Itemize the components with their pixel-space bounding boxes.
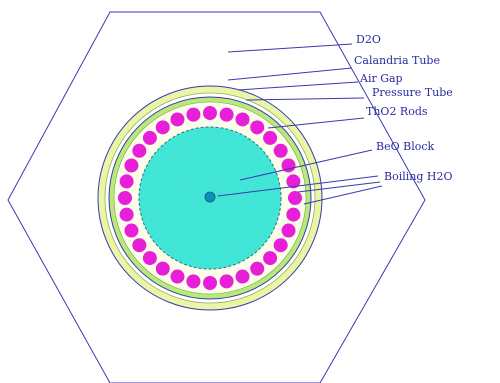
tho2-rod: [119, 207, 134, 222]
tho2-rod: [219, 107, 234, 122]
tho2-rod: [170, 112, 185, 127]
label-d2o: D2O: [356, 33, 381, 46]
tho2-rod: [132, 143, 147, 158]
tho2-rod: [273, 238, 288, 253]
leader-pressure-tube: [245, 97, 365, 101]
tho2-rod: [273, 143, 288, 158]
tho2-rod: [235, 112, 250, 127]
tho2-rod: [142, 130, 157, 145]
label-calandria-tube: Calandria Tube: [354, 54, 440, 67]
leader-beo-block: [239, 149, 373, 181]
tho2-rod: [263, 130, 278, 145]
tho2-rod: [124, 158, 139, 173]
tho2-rod: [170, 269, 185, 284]
leader-d2o: [227, 43, 353, 53]
tho2-rods-group: [118, 106, 302, 290]
label-pressure-tube: Pressure Tube: [372, 86, 453, 99]
tho2-rod: [155, 120, 170, 135]
tho2-rod: [186, 274, 201, 289]
tho2-rod: [142, 251, 157, 266]
leader-boiling-h2o-2: [297, 181, 381, 193]
tho2-rod: [235, 269, 250, 284]
label-air-gap: Air Gap: [359, 72, 403, 85]
label-boiling-h2o: Boiling H2O: [384, 170, 453, 183]
leader-boiling-h2o-3: [303, 185, 383, 205]
tho2-rod: [155, 261, 170, 276]
leader-boiling-h2o-1: [217, 175, 379, 197]
tho2-rod: [281, 158, 296, 173]
central-coolant-channel: [204, 191, 216, 203]
tho2-rod: [118, 191, 132, 205]
tho2-rod: [286, 207, 301, 222]
tho2-rod: [286, 174, 301, 189]
leader-tho2-rods: [267, 117, 365, 129]
tho2-rod: [219, 274, 234, 289]
leader-lines: [217, 43, 383, 205]
label-tho2-rods: ThO2 Rods: [366, 105, 428, 118]
tho2-rod: [119, 174, 134, 189]
label-beo-block: BeO Block: [376, 140, 434, 153]
tho2-rod: [263, 251, 278, 266]
leader-calandria-tube: [227, 67, 353, 81]
tho2-rod: [124, 223, 139, 238]
leader-air-gap: [237, 81, 359, 91]
tho2-rod: [288, 191, 302, 205]
tho2-rod: [250, 261, 265, 276]
tho2-rod: [186, 107, 201, 122]
tho2-rod: [203, 106, 217, 120]
tho2-rod: [132, 238, 147, 253]
tho2-rod: [203, 276, 217, 290]
tho2-rod: [281, 223, 296, 238]
tho2-rod: [250, 120, 265, 135]
